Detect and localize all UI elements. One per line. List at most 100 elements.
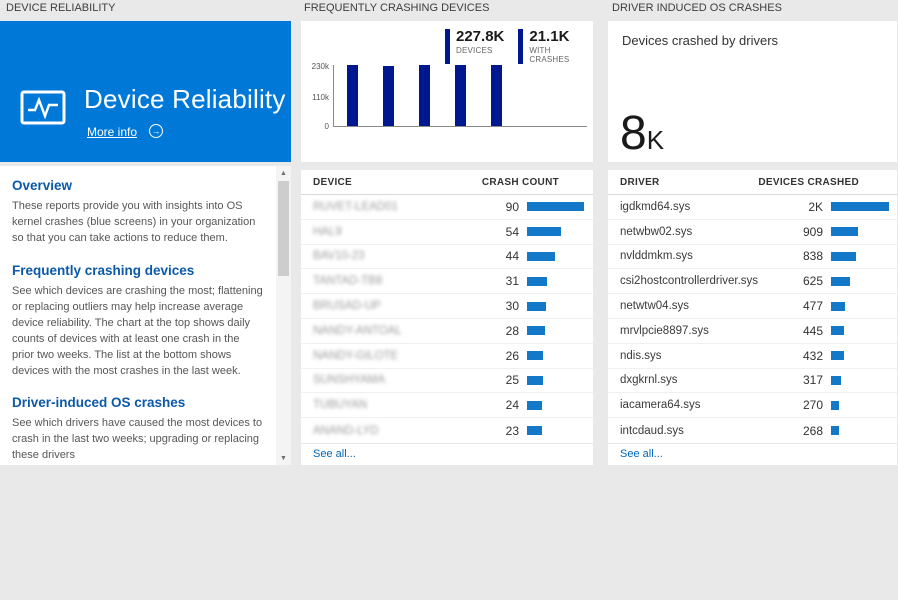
- crash-count-value: 23: [505, 423, 519, 438]
- stat-item: 21.1K WITH CRASHES: [518, 29, 593, 64]
- chart-bar-slot: [479, 65, 515, 126]
- crash-count-bar-track: [519, 227, 585, 237]
- chart-bar: [454, 64, 466, 126]
- driver-row[interactable]: intcdaud.sys 268: [608, 418, 897, 443]
- devices-crashed-value: 477: [802, 299, 823, 314]
- driver-name: iacamera64.sys: [620, 399, 701, 412]
- device-name-redacted: RUVET-LEAD01: [313, 200, 399, 213]
- devices-crashed-bar: [831, 351, 844, 361]
- chart-bar-slot: [370, 65, 406, 126]
- device-name-redacted: HAL9: [313, 225, 342, 238]
- chart-bar-slot: [406, 65, 442, 126]
- driver-name: nvlddmkm.sys: [620, 250, 693, 263]
- device-row[interactable]: TANTAD-TB8 31: [301, 269, 593, 295]
- stat-item: 227.8K DEVICES: [445, 29, 504, 64]
- driver-name: csi2hostcontrollerdriver.sys: [620, 275, 759, 288]
- chart-bar-slot: [334, 65, 370, 126]
- driver-name: dxgkrnl.sys: [620, 374, 678, 387]
- devices-crashed-bar: [831, 400, 840, 410]
- arrow-right-circle-icon[interactable]: →: [149, 124, 163, 138]
- scroll-down-arrow-icon[interactable]: ▼: [280, 455, 287, 462]
- crash-count-value: 30: [505, 299, 519, 314]
- crash-count-value: 44: [505, 249, 519, 264]
- crash-count-value: 26: [505, 348, 519, 363]
- section-heading: Overview: [12, 178, 73, 193]
- driver-row[interactable]: nvlddmkm.sys 838: [608, 245, 897, 270]
- devices-crashed-bar-track: [823, 227, 889, 237]
- driver-name: igdkmd64.sys: [620, 200, 691, 213]
- scrollbar-thumb[interactable]: [278, 181, 289, 276]
- devices-crashed-value: 268: [802, 423, 823, 438]
- crash-count-bar: [527, 326, 545, 336]
- section-body: See which drivers have caused the most d…: [12, 417, 263, 462]
- device-row[interactable]: BRUSAD-UP 30: [301, 294, 593, 319]
- crash-count-bar-track: [519, 326, 585, 336]
- driver-name: ndis.sys: [620, 349, 662, 362]
- device-name-redacted: NANDY-ANTOAL: [313, 324, 402, 337]
- devices-crashed-bar: [831, 276, 850, 286]
- crash-count-bar: [527, 276, 547, 286]
- driver-row[interactable]: iacamera64.sys 270: [608, 393, 897, 419]
- driver-row[interactable]: mrvlpcie8897.sys 445: [608, 319, 897, 344]
- devices-crashed-bar-track: [823, 202, 889, 212]
- device-name-redacted: SUNSHYAMA: [313, 374, 385, 387]
- crash-count-bar-track: [519, 251, 585, 261]
- table-footer: See all...: [608, 442, 897, 465]
- tile-title: Device Reliability: [84, 84, 286, 114]
- see-all-drivers-link[interactable]: See all...: [620, 448, 663, 461]
- device-row[interactable]: HAL9 54: [301, 220, 593, 245]
- stat-label: DEVICES: [456, 45, 493, 55]
- devices-crashed-bar-track: [823, 326, 889, 336]
- crash-count-bar: [527, 202, 584, 212]
- driver-row[interactable]: csi2hostcontrollerdriver.sys 625: [608, 269, 897, 295]
- device-row[interactable]: NANDY-ANTOAL 28: [301, 319, 593, 344]
- devices-crashed-bar-track: [823, 251, 889, 261]
- device-row[interactable]: ANAND-LYD 23: [301, 418, 593, 443]
- device-name-redacted: NANDY-GILOTE: [313, 349, 399, 362]
- scrollbar[interactable]: ▲ ▼: [276, 166, 291, 465]
- driver-row[interactable]: netwtw04.sys 477: [608, 294, 897, 319]
- chart-bar: [382, 65, 394, 126]
- devices-crashed-bar-track: [823, 400, 889, 410]
- devices-crashed-total: 8 K: [620, 110, 664, 158]
- see-all-devices-link[interactable]: See all...: [313, 448, 356, 461]
- device-reliability-tile[interactable]: Device Reliability More info →: [0, 21, 291, 162]
- crash-count-bar-track: [519, 351, 585, 361]
- crash-count-bar-track: [519, 375, 585, 385]
- scroll-up-arrow-icon[interactable]: ▲: [280, 170, 287, 177]
- devices-crashed-bar-track: [823, 426, 889, 436]
- crash-count-bar-track: [519, 202, 585, 212]
- devices-crashed-value: 445: [802, 323, 823, 338]
- device-row[interactable]: RUVET-LEAD01 90: [301, 195, 593, 220]
- crash-count-bar: [527, 400, 543, 410]
- driver-row[interactable]: ndis.sys 432: [608, 344, 897, 369]
- crash-count-bar-track: [519, 400, 585, 410]
- section-body: See which devices are crashing the most;…: [12, 284, 263, 377]
- devices-crashed-by-drivers-card: Devices crashed by drivers 8 K: [608, 21, 897, 162]
- crash-count-bar-track: [519, 301, 585, 311]
- crash-count-bar: [527, 227, 562, 237]
- chart-bar-slot: [551, 65, 587, 126]
- crash-count-value: 31: [505, 274, 519, 289]
- driver-row[interactable]: igdkmd64.sys 2K: [608, 195, 897, 220]
- driver-row[interactable]: netwbw02.sys 909: [608, 220, 897, 245]
- devices-crashed-value: 2K: [808, 199, 823, 214]
- device-row[interactable]: TUBUYAN 24: [301, 393, 593, 419]
- devices-crashed-bar: [831, 301, 846, 311]
- driver-name: mrvlpcie8897.sys: [620, 324, 709, 337]
- crash-count-bar: [527, 375, 543, 385]
- stat-label: WITH CRASHES: [529, 45, 570, 64]
- devices-crashed-bar: [831, 426, 840, 436]
- big-number-unit: K: [646, 125, 665, 155]
- chart-plot-area: 230k 110k 0: [309, 62, 587, 131]
- device-row[interactable]: BAV10-23 44: [301, 245, 593, 270]
- section-heading: Driver-induced OS crashes: [12, 395, 186, 411]
- driver-name: netwbw02.sys: [620, 225, 693, 238]
- device-row[interactable]: NANDY-GILOTE 26: [301, 344, 593, 369]
- device-row[interactable]: SUNSHYAMA 25: [301, 369, 593, 394]
- driver-row[interactable]: dxgkrnl.sys 317: [608, 369, 897, 394]
- description-section: Frequently crashing devices See which de…: [12, 263, 263, 380]
- table-footer: See all...: [301, 442, 593, 465]
- more-info-link[interactable]: More info: [87, 125, 138, 139]
- card-title: Devices crashed by drivers: [622, 33, 779, 48]
